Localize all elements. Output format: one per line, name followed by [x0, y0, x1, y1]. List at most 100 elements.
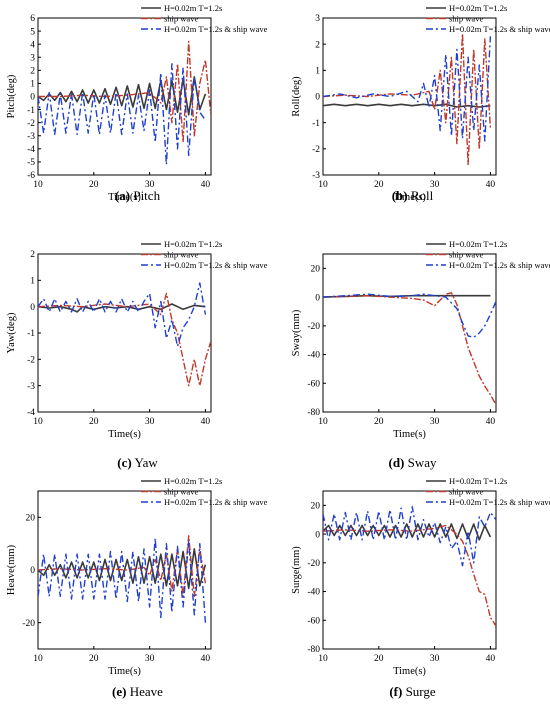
y-tick-label: -5 — [27, 158, 35, 168]
series-line-regular — [38, 303, 206, 313]
series-line-ship — [38, 292, 211, 387]
x-axis-label: Time(s) — [393, 666, 426, 677]
y-tick-label: 1 — [30, 80, 35, 90]
y-tick-label: -2 — [312, 145, 320, 155]
series-line-ship — [38, 535, 207, 597]
y-tick-label: 1 — [30, 277, 35, 287]
legend-label: H=0.02m T=1.2s & ship wave — [164, 497, 268, 507]
y-tick-label: 3 — [315, 14, 320, 24]
legend-label: H=0.02m T=1.2s & ship wave — [449, 260, 550, 270]
series-line-regular — [323, 523, 492, 541]
y-tick-label: -1 — [27, 106, 35, 116]
y-tick-label: -2 — [27, 119, 35, 129]
x-axis-label: Time(s) — [393, 192, 426, 203]
series-line-combined — [323, 36, 492, 142]
y-tick-label: 5 — [30, 27, 35, 37]
legend-label: H=0.02m T=1.2s — [164, 476, 222, 486]
y-tick-label: 3 — [30, 53, 35, 63]
y-tick-label: -40 — [307, 588, 320, 598]
x-tick-label: 30 — [430, 654, 440, 664]
series-group — [323, 33, 492, 166]
y-tick-label: 4 — [30, 40, 35, 50]
y-tick-label: -4 — [27, 408, 35, 418]
y-tick-label: 0 — [30, 93, 35, 103]
x-tick-label: 20 — [374, 180, 384, 190]
y-tick-label: 2 — [30, 67, 35, 77]
y-tick-label: -3 — [27, 382, 35, 392]
x-tick-label: 20 — [89, 180, 99, 190]
y-tick-label: -40 — [307, 351, 320, 361]
legend-label: H=0.02m T=1.2s & ship wave — [164, 260, 268, 270]
plot-frame — [322, 253, 497, 413]
x-tick-label: 10 — [33, 180, 43, 190]
x-axis-label: Time(s) — [108, 192, 141, 203]
series-line-regular — [38, 76, 207, 116]
y-tick-label: 0 — [30, 566, 35, 576]
y-tick-label: 0 — [315, 93, 320, 103]
chart-panel-1: 10 20 30 40 -6 -5 -4 -3 -2 -1 0 1 2 3 4 5 6 Time(s) Pitch(… — [6, 3, 268, 203]
legend-label: H=0.02m T=1.2s — [164, 239, 222, 249]
legend-label: H=0.02m T=1.2s & ship wave — [164, 24, 268, 34]
legend-label: H=0.02m T=1.2s & ship wave — [449, 497, 550, 507]
x-tick-label: 10 — [33, 654, 43, 664]
y-tick-label: -4 — [27, 145, 35, 155]
chart-panel-2: 10 20 30 40 -3 -2 -1 0 1 2 3 Time(s) Roll(deg) H=0.02… — [291, 3, 550, 203]
y-axis-label: Yaw(deg) — [6, 312, 17, 353]
y-tick-label: -60 — [307, 379, 320, 389]
x-tick-label: 40 — [201, 180, 211, 190]
y-tick-label: 20 — [311, 502, 321, 512]
y-tick-label: 1 — [315, 67, 320, 77]
y-tick-label: 0 — [30, 303, 35, 313]
caption-a: (a) Pitch — [114, 188, 161, 203]
x-tick-label: 40 — [486, 417, 496, 427]
y-tick-label: -3 — [312, 171, 320, 181]
y-axis-label: Roll(deg) — [291, 76, 302, 117]
plot-frame — [322, 490, 497, 650]
x-tick-label: 40 — [486, 654, 496, 664]
chart-panel-4: 10 20 30 40 -80 -60 -40 -20 0 20 Time(s) Sway(mm) H=… — [291, 239, 550, 440]
plot-frame — [37, 253, 212, 413]
caption-e: (e) Heave — [112, 684, 163, 699]
x-tick-label: 30 — [430, 180, 440, 190]
chart-panel-5: 10 20 30 40 -20 0 20 Time(s) Heave(mm) H=0.02m T=… — [6, 476, 268, 677]
y-tick-label: 2 — [30, 250, 35, 260]
y-tick-label: -20 — [307, 322, 320, 332]
series-group — [38, 535, 207, 623]
caption-f: (f) Surge — [389, 684, 436, 699]
y-tick-label: 6 — [30, 14, 35, 24]
x-axis-label: Time(s) — [108, 666, 141, 677]
x-tick-label: 30 — [145, 654, 155, 664]
x-axis-label: Time(s) — [393, 429, 426, 440]
x-tick-label: 40 — [201, 417, 211, 427]
legend-label: ship wave — [449, 14, 483, 24]
chart-panel-6: 10 20 30 40 -80 -60 -40 -20 0 20 Time(s) Surge(mm) H… — [291, 476, 550, 677]
series-line-combined — [38, 537, 207, 623]
series-group — [323, 506, 496, 627]
legend-label: H=0.02m T=1.2s — [449, 476, 507, 486]
y-tick-label: -20 — [22, 619, 35, 629]
series-line-ship — [323, 33, 492, 166]
series-line-ship — [323, 524, 496, 627]
series-line-regular — [323, 103, 491, 108]
legend-label: H=0.02m T=1.2s — [449, 239, 507, 249]
series-line-combined — [38, 63, 206, 166]
x-tick-label: 20 — [89, 654, 99, 664]
y-axis-label: Surge(mm) — [291, 546, 302, 594]
chart-panel-3: 10 20 30 40 -4 -3 -2 -1 0 1 2 Time(s) Yaw(deg) H=0.02… — [6, 239, 268, 440]
y-tick-label: -60 — [307, 616, 320, 626]
series-group — [38, 282, 211, 387]
legend-label: H=0.02m T=1.2s & ship wave — [449, 24, 550, 34]
legend-label: ship wave — [164, 14, 198, 24]
caption-b: (b) Roll — [391, 188, 434, 203]
y-axis-label: Heave(mm) — [6, 544, 17, 595]
x-tick-label: 10 — [318, 654, 328, 664]
legend-label: ship wave — [449, 487, 483, 497]
series-group — [323, 292, 496, 406]
x-tick-label: 20 — [89, 417, 99, 427]
y-tick-label: 20 — [311, 265, 321, 275]
caption-d: (d) Sway — [388, 455, 437, 470]
series-line-regular — [38, 548, 207, 590]
legend-label: H=0.02m T=1.2s — [449, 3, 507, 13]
series-group — [38, 40, 211, 166]
